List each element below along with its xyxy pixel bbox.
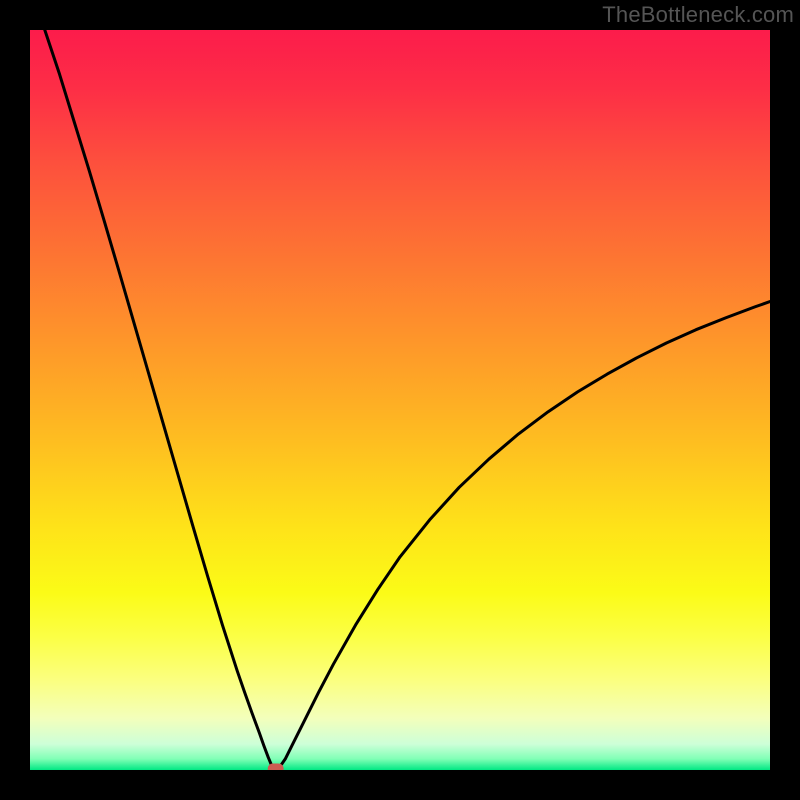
- watermark-text: TheBottleneck.com: [602, 2, 794, 28]
- bottleneck-chart: [0, 0, 800, 800]
- plot-gradient-background: [30, 30, 770, 770]
- chart-container: TheBottleneck.com: [0, 0, 800, 800]
